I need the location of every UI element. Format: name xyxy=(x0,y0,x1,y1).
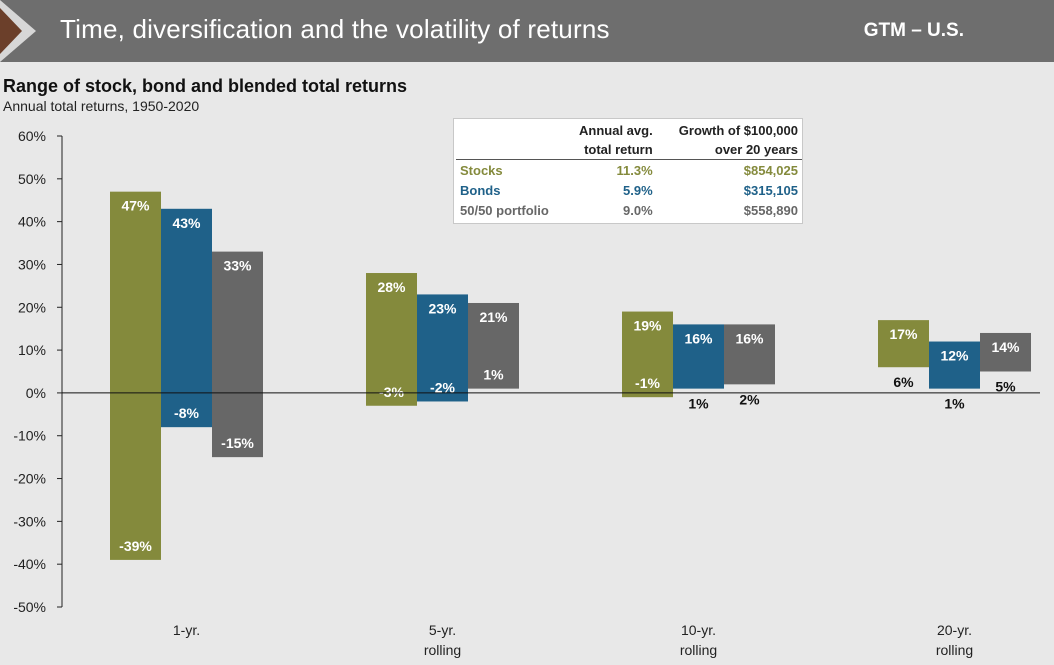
min-data-label: 5% xyxy=(995,379,1016,395)
header-accent-icon xyxy=(0,8,22,54)
y-tick-label: -20% xyxy=(13,471,46,487)
min-data-label: -39% xyxy=(119,538,152,554)
table-cell-growth: $558,890 xyxy=(743,202,798,218)
min-data-label: -2% xyxy=(430,379,455,395)
range-bar xyxy=(622,311,673,398)
max-data-label: 16% xyxy=(735,330,764,346)
table-cell-name: Stocks xyxy=(456,159,563,180)
table-header-growth-line2: over 20 years xyxy=(714,142,798,157)
min-data-label: 6% xyxy=(893,374,914,390)
x-category-label: 20-yr. xyxy=(937,622,972,638)
range-bar xyxy=(673,324,724,389)
table-header-growth: Growth of $100,000 over 20 years xyxy=(657,121,802,160)
chart-subtitle: Annual total returns, 1950-2020 xyxy=(3,98,200,114)
table-header-growth-line1: Growth of $100,000 xyxy=(678,123,798,138)
y-tick-label: -40% xyxy=(13,556,46,572)
y-tick-label: 10% xyxy=(18,342,46,358)
range-bar xyxy=(417,294,468,402)
x-category-label: 10-yr. xyxy=(681,622,716,638)
min-data-label: 2% xyxy=(739,391,760,407)
x-category-label: 5-yr. xyxy=(429,622,456,638)
table-header-blank xyxy=(456,121,563,160)
range-bar xyxy=(980,332,1031,372)
table-cell-name: Bonds xyxy=(460,182,501,198)
table-row: Stocks 11.3% $854,025 xyxy=(456,159,802,180)
table-cell-growth: $854,025 xyxy=(656,159,802,180)
min-data-label: 1% xyxy=(688,396,709,412)
min-data-label: -15% xyxy=(221,435,254,451)
y-tick-label: 30% xyxy=(18,256,46,272)
table-cell-name: 50/50 portfolio xyxy=(460,202,549,218)
range-bar xyxy=(161,208,212,428)
y-tick-label: 60% xyxy=(18,128,46,144)
min-data-label: -8% xyxy=(174,405,199,421)
x-category-label: rolling xyxy=(424,642,461,658)
range-bar xyxy=(724,324,775,385)
y-tick-label: 20% xyxy=(18,299,46,315)
region-tag: GTM – U.S. xyxy=(863,20,964,41)
y-tick-label: 50% xyxy=(18,171,46,187)
max-data-label: 47% xyxy=(121,198,150,214)
y-tick-label: -50% xyxy=(13,599,46,615)
table-header-return-line2: total return xyxy=(584,142,653,157)
table-cell-growth: $315,105 xyxy=(743,182,798,198)
y-tick-label: 40% xyxy=(18,214,46,230)
range-bar xyxy=(929,341,980,389)
max-data-label: 21% xyxy=(479,309,508,325)
table-row: 50/50 portfolio 9.0% $558,890 xyxy=(456,200,802,220)
x-category-label: 1-yr. xyxy=(173,622,200,638)
min-data-label: -3% xyxy=(379,384,404,400)
range-bar xyxy=(212,251,263,458)
table-header-return-line1: Annual avg. xyxy=(579,123,653,138)
y-tick-label: 0% xyxy=(26,385,46,401)
table-cell-return: 11.3% xyxy=(562,159,657,180)
header-bar: Time, diversification and the volatility… xyxy=(0,0,1054,62)
max-data-label: 23% xyxy=(428,300,457,316)
min-data-label: 1% xyxy=(944,396,965,412)
page-title: Time, diversification and the volatility… xyxy=(60,14,610,44)
min-data-label: 1% xyxy=(483,367,504,383)
table-cell-return: 5.9% xyxy=(623,182,653,198)
x-category-label: rolling xyxy=(680,642,717,658)
min-data-label: -1% xyxy=(635,375,660,391)
max-data-label: 19% xyxy=(633,318,662,334)
max-data-label: 16% xyxy=(684,330,713,346)
table-cell-return: 9.0% xyxy=(623,202,653,218)
range-bar xyxy=(366,273,417,406)
summary-table: Annual avg. total return Growth of $100,… xyxy=(453,118,803,224)
y-tick-label: -10% xyxy=(13,428,46,444)
x-category-label: rolling xyxy=(936,642,973,658)
table-header-return: Annual avg. total return xyxy=(563,121,657,160)
table-row: Bonds 5.9% $315,105 xyxy=(456,180,802,200)
y-tick-label: -30% xyxy=(13,513,46,529)
max-data-label: 17% xyxy=(889,326,918,342)
range-bar xyxy=(878,320,929,368)
max-data-label: 14% xyxy=(991,339,1020,355)
max-data-label: 12% xyxy=(940,348,969,364)
max-data-label: 33% xyxy=(223,258,252,274)
max-data-label: 28% xyxy=(377,279,406,295)
chart-title: Range of stock, bond and blended total r… xyxy=(3,76,408,96)
range-bar xyxy=(110,191,161,560)
max-data-label: 43% xyxy=(172,215,201,231)
range-bar xyxy=(468,302,519,389)
